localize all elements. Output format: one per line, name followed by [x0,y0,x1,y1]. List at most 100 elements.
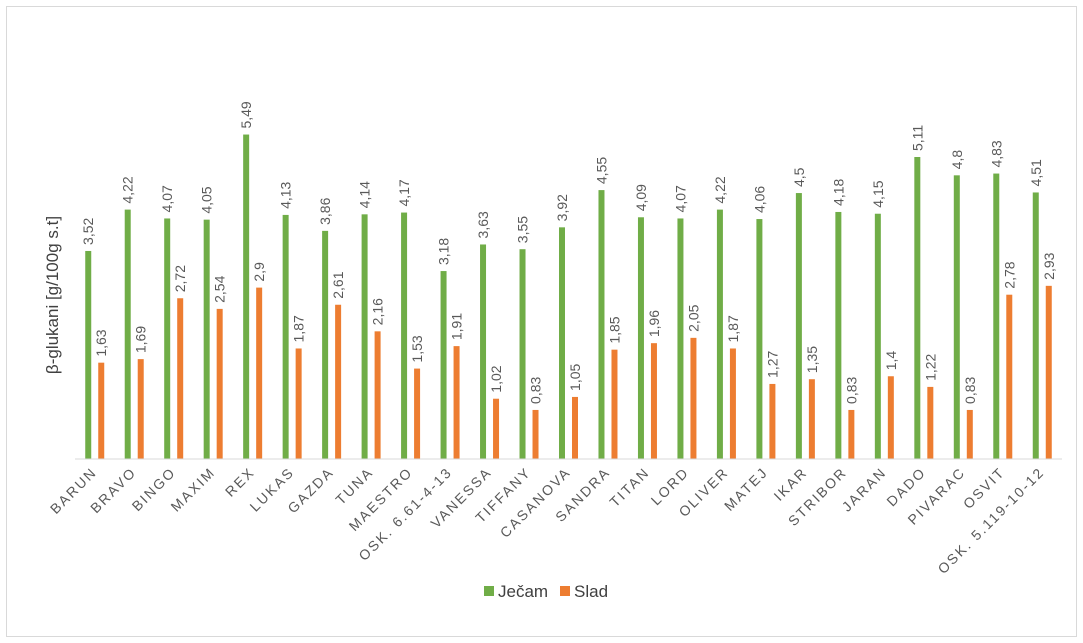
jecam-bar-25 [1032,192,1039,459]
slad-data-label-1: 1,63 [93,329,109,356]
jecam-data-label-15: 4,09 [633,184,649,211]
legend-swatch-slad [560,586,570,596]
jecam-data-label-7: 3,86 [317,197,333,224]
jecam-data-label-4: 4,05 [199,186,215,213]
jecam-data-label-16: 4,07 [672,185,688,212]
slad-data-label-22: 1,22 [922,353,938,380]
jecam-bar-13 [559,227,565,459]
slad-data-label-5: 2,9 [251,262,267,282]
jecam-data-label-25: 4,51 [1028,159,1044,186]
slad-bar-14 [611,349,618,459]
slad-bar-1 [98,362,105,459]
slad-bar-11 [493,398,500,459]
jecam-data-label-10: 3,18 [436,238,452,265]
jecam-data-label-2: 4,22 [120,176,136,203]
jecam-bar-8 [361,214,368,459]
jecam-bar-21 [874,213,881,459]
slad-bar-21 [887,376,894,459]
slad-data-label-24: 2,78 [1001,261,1017,288]
jecam-data-label-17: 4,22 [712,176,728,203]
slad-bar-16 [690,337,697,459]
slad-data-label-18: 1,27 [764,350,780,377]
jecam-data-label-14: 4,55 [593,157,609,184]
jecam-data-label-23: 4,8 [949,150,965,170]
x-tick-label-5: REX [222,464,258,500]
slad-data-label-4: 2,54 [212,275,228,302]
slad-bar-9 [414,368,421,459]
legend-label-jecam: Ječam [498,582,548,601]
slad-data-label-8: 2,16 [370,298,386,325]
jecam-data-label-6: 4,13 [278,181,294,208]
slad-bar-22 [927,386,934,459]
x-tick-label-15: TITAN [606,464,652,510]
jecam-bar-3 [164,218,171,459]
jecam-bar-14 [598,190,605,459]
jecam-data-label-18: 4,06 [751,186,767,213]
jecam-data-label-9: 4,17 [396,179,412,206]
slad-data-label-20: 0,83 [843,376,859,403]
slad-data-label-25: 2,93 [1041,252,1057,279]
slad-data-label-13: 1,05 [567,363,583,390]
slad-bar-23 [966,409,973,459]
jecam-bar-6 [282,214,289,459]
slad-bar-6 [295,348,302,459]
slad-bar-17 [729,348,736,459]
slad-bar-5 [256,287,263,459]
x-tick-label-18: MATEJ [721,464,771,514]
jecam-bar-19 [795,193,802,460]
chart-frame [6,6,1077,637]
jecam-bar-12 [519,249,526,459]
slad-data-label-7: 2,61 [330,271,346,298]
legend: Ječam Slad [484,582,608,601]
slad-bar-18 [769,383,776,459]
slad-data-label-10: 1,91 [449,313,465,340]
jecam-data-label-1: 3,52 [80,218,96,245]
jecam-data-label-21: 4,15 [870,180,886,207]
y-axis-label: β-glukani [g/100g s.t] [43,216,62,374]
slad-data-label-2: 1,69 [133,326,149,353]
slad-data-label-11: 1,02 [488,365,504,392]
jecam-data-label-20: 4,18 [830,178,846,205]
jecam-bar-15 [637,217,644,459]
jecam-bar-4 [203,219,210,459]
jecam-bar-2 [124,209,131,459]
jecam-bar-17 [716,209,723,459]
slad-bar-8 [374,331,381,459]
jecam-data-label-5: 5,49 [238,101,254,128]
bars-group [85,134,1052,460]
slad-bar-12 [532,409,539,459]
jecam-data-label-3: 4,07 [159,185,175,212]
slad-data-label-17: 1,87 [725,315,741,342]
slad-data-label-19: 1,35 [804,346,820,373]
slad-data-label-23: 0,83 [962,376,978,403]
jecam-data-label-19: 4,5 [791,167,807,187]
jecam-data-label-24: 4,83 [988,140,1004,167]
jecam-data-label-13: 3,92 [554,194,570,221]
slad-bar-4 [216,308,223,459]
slad-data-label-16: 2,05 [685,304,701,331]
jecam-bar-9 [401,212,408,459]
slad-bar-2 [137,359,144,459]
jecam-bar-16 [677,218,684,459]
jecam-data-label-22: 5,11 [909,125,925,151]
slad-data-label-15: 1,96 [646,310,662,337]
jecam-bar-11 [480,244,487,459]
jecam-bar-1 [85,250,92,459]
data-labels-group: 3,52 1,63 4,22 1,69 4,07 2,72 4,05 2,54 5,49 2,9 4… [80,101,1057,404]
jecam-bar-24 [993,173,1000,460]
slad-bar-25 [1045,285,1052,459]
slad-bar-10 [453,346,460,459]
legend-label-slad: Slad [574,582,608,601]
slad-bar-13 [572,396,578,459]
slad-bar-19 [808,379,815,459]
slad-data-label-21: 1,4 [883,351,899,371]
slad-data-label-6: 1,87 [291,315,307,342]
slad-bar-15 [650,343,657,459]
slad-data-label-14: 1,85 [606,316,622,343]
slad-data-label-9: 1,53 [409,335,425,362]
slad-bar-3 [177,298,184,459]
legend-swatch-jecam [484,586,494,596]
jecam-bar-5 [243,134,250,460]
